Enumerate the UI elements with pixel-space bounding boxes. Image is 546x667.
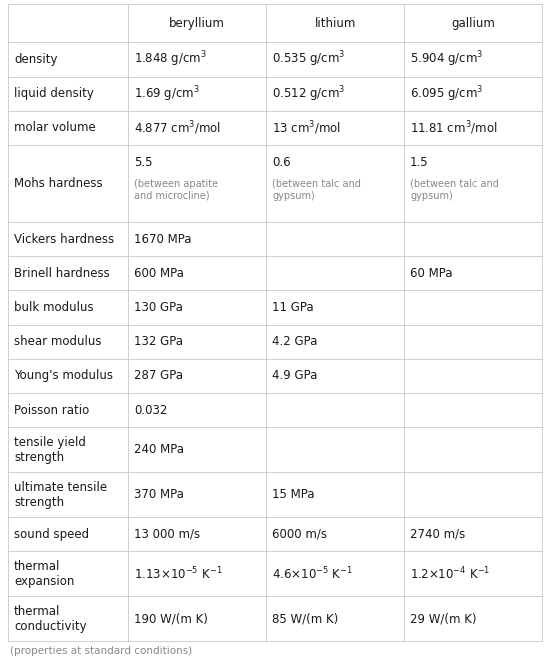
Text: 1.13×10$^{-5}$ K$^{-1}$: 1.13×10$^{-5}$ K$^{-1}$ [134,566,223,582]
Text: 13 cm$^3$/mol: 13 cm$^3$/mol [272,119,341,137]
Text: Vickers hardness: Vickers hardness [14,233,114,245]
Text: 6.095 g/cm$^3$: 6.095 g/cm$^3$ [410,84,483,103]
Text: 5.904 g/cm$^3$: 5.904 g/cm$^3$ [410,50,483,69]
Text: 132 GPa: 132 GPa [134,336,183,348]
Text: 85 W/(m K): 85 W/(m K) [272,612,339,625]
Text: (between apatite
and microcline): (between apatite and microcline) [134,179,218,201]
Text: 4.877 cm$^3$/mol: 4.877 cm$^3$/mol [134,119,222,137]
Text: gallium: gallium [451,17,495,30]
Text: sound speed: sound speed [14,528,89,541]
Text: Young's modulus: Young's modulus [14,370,113,382]
Text: 0.512 g/cm$^3$: 0.512 g/cm$^3$ [272,84,346,103]
Text: 29 W/(m K): 29 W/(m K) [410,612,477,625]
Text: 6000 m/s: 6000 m/s [272,528,327,541]
Text: 11 GPa: 11 GPa [272,301,314,314]
Text: 11.81 cm$^3$/mol: 11.81 cm$^3$/mol [410,119,497,137]
Text: (between talc and
gypsum): (between talc and gypsum) [272,179,361,201]
Text: 0.6: 0.6 [272,155,291,169]
Text: 600 MPa: 600 MPa [134,267,184,280]
Text: Poisson ratio: Poisson ratio [14,404,89,417]
Text: 1.2×10$^{-4}$ K$^{-1}$: 1.2×10$^{-4}$ K$^{-1}$ [410,566,490,582]
Text: 15 MPa: 15 MPa [272,488,314,501]
Text: 190 W/(m K): 190 W/(m K) [134,612,208,625]
Text: 4.9 GPa: 4.9 GPa [272,370,318,382]
Text: Brinell hardness: Brinell hardness [14,267,110,280]
Text: thermal
expansion: thermal expansion [14,560,74,588]
Text: 240 MPa: 240 MPa [134,443,184,456]
Text: ultimate tensile
strength: ultimate tensile strength [14,481,107,508]
Text: 60 MPa: 60 MPa [410,267,453,280]
Text: 4.6×10$^{-5}$ K$^{-1}$: 4.6×10$^{-5}$ K$^{-1}$ [272,566,353,582]
Text: 4.2 GPa: 4.2 GPa [272,336,318,348]
Text: 13 000 m/s: 13 000 m/s [134,528,200,541]
Text: 1670 MPa: 1670 MPa [134,233,192,245]
Text: 0.535 g/cm$^3$: 0.535 g/cm$^3$ [272,50,346,69]
Text: 2740 m/s: 2740 m/s [410,528,465,541]
Text: 0.032: 0.032 [134,404,168,417]
Text: tensile yield
strength: tensile yield strength [14,436,86,464]
Text: (between talc and
gypsum): (between talc and gypsum) [410,179,499,201]
Text: 1.69 g/cm$^3$: 1.69 g/cm$^3$ [134,84,200,103]
Text: 1.5: 1.5 [410,155,429,169]
Text: 1.848 g/cm$^3$: 1.848 g/cm$^3$ [134,50,207,69]
Text: Mohs hardness: Mohs hardness [14,177,103,190]
Text: 130 GPa: 130 GPa [134,301,183,314]
Text: bulk modulus: bulk modulus [14,301,93,314]
Text: density: density [14,53,57,66]
Text: shear modulus: shear modulus [14,336,102,348]
Text: (properties at standard conditions): (properties at standard conditions) [10,646,192,656]
Text: molar volume: molar volume [14,121,96,135]
Text: thermal
conductivity: thermal conductivity [14,604,87,632]
Text: 287 GPa: 287 GPa [134,370,183,382]
Text: lithium: lithium [314,17,356,30]
Text: liquid density: liquid density [14,87,94,100]
Text: 5.5: 5.5 [134,155,153,169]
Text: beryllium: beryllium [169,17,225,30]
Text: 370 MPa: 370 MPa [134,488,184,501]
